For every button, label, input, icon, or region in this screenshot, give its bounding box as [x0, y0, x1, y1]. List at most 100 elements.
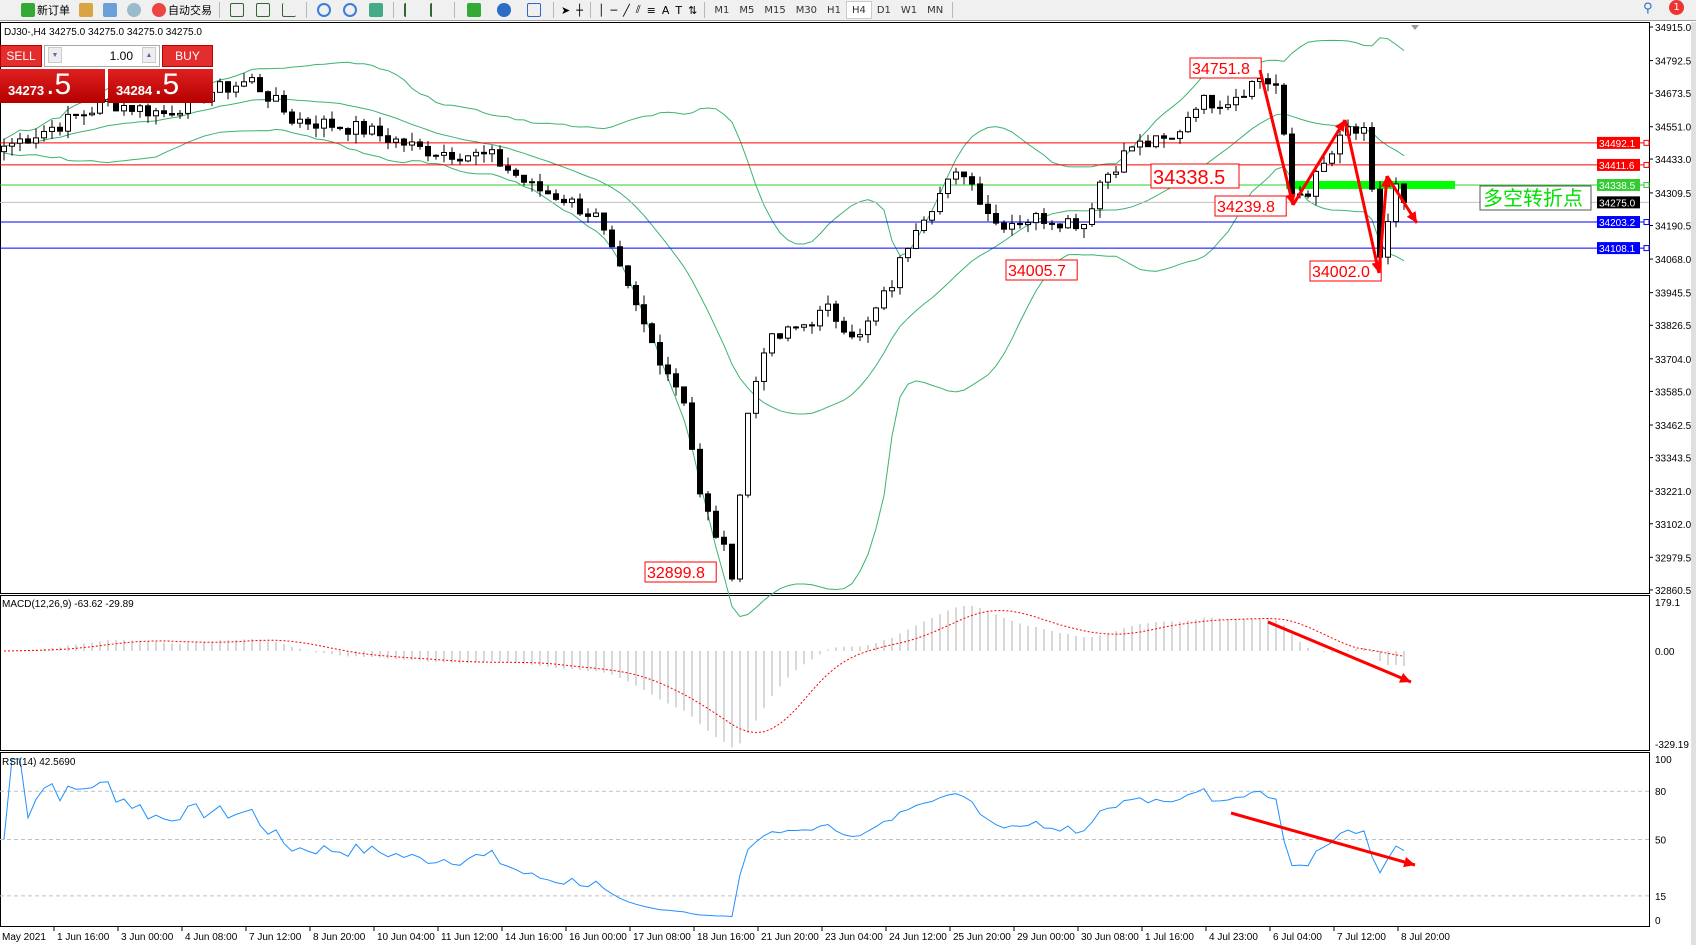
candle-body	[689, 402, 695, 450]
zoom-out-icon[interactable]	[343, 3, 357, 17]
timeframe-m5[interactable]: M5	[739, 4, 755, 16]
timeframe-w1[interactable]: W1	[900, 4, 918, 16]
rsi-tick-label: 15	[1655, 892, 1667, 903]
indicators-icon[interactable]	[467, 3, 481, 17]
rsi-tick-label: 80	[1655, 787, 1667, 798]
candle	[889, 280, 895, 298]
auto-scroll-icon[interactable]	[404, 3, 418, 17]
candle	[545, 185, 551, 195]
candle	[369, 123, 375, 136]
timeframe-d1[interactable]: D1	[876, 4, 891, 16]
candle	[553, 189, 559, 201]
candle-body	[41, 130, 47, 139]
crosshair-icon[interactable]: ┼	[576, 3, 583, 17]
buy-button[interactable]: BUY	[162, 45, 213, 67]
time-label: 10 Jun 04:00	[377, 932, 435, 943]
text-label-icon[interactable]: T	[675, 3, 683, 17]
time-label: 1 Jul 16:00	[1145, 932, 1194, 943]
vertical-line-icon[interactable]: │	[597, 3, 605, 17]
price-line-label-bg	[1597, 196, 1640, 209]
candle-body	[1201, 94, 1207, 110]
search-icon[interactable]: ⚲	[1643, 1, 1653, 16]
candle-body	[297, 118, 303, 124]
market-watch-icon[interactable]	[79, 3, 93, 17]
candle	[409, 132, 415, 151]
templates-icon[interactable]	[527, 3, 541, 17]
candle-body	[321, 118, 327, 129]
candle-body	[25, 138, 31, 144]
zoom-in-icon[interactable]	[317, 3, 331, 17]
candle-body	[137, 105, 143, 112]
price-label-box	[644, 561, 717, 583]
candle-body	[9, 142, 15, 147]
chart-shift-icon[interactable]	[430, 3, 444, 17]
candle-body	[1361, 127, 1367, 134]
candle	[561, 194, 567, 206]
timeframe-m1[interactable]: M1	[714, 4, 730, 16]
fibonacci-icon[interactable]: ≡	[646, 3, 656, 17]
candle-body	[1121, 150, 1127, 173]
time-label: 1 Jun 16:00	[57, 932, 110, 943]
candle	[1161, 133, 1167, 148]
periods-icon[interactable]	[497, 3, 511, 17]
candle	[153, 107, 159, 125]
candle	[601, 212, 607, 235]
bar-chart-icon[interactable]	[230, 3, 244, 17]
lot-size-input[interactable]: 1.00	[44, 45, 160, 67]
candle	[857, 328, 863, 341]
timeframe-h1[interactable]: H1	[827, 4, 841, 16]
cursor-icon[interactable]: ➤	[561, 3, 571, 17]
candle	[1081, 223, 1087, 238]
candle-body	[457, 158, 463, 162]
candle	[129, 105, 135, 116]
candle-body	[769, 333, 775, 354]
time-label: 4 Jun 08:00	[185, 932, 238, 943]
line-chart-icon[interactable]	[282, 3, 296, 17]
signals-icon[interactable]	[127, 3, 141, 17]
candle-body	[1249, 81, 1255, 97]
lot-decrease-icon[interactable]: ▼	[48, 47, 62, 63]
timeframe-h4[interactable]: H4	[845, 1, 872, 19]
red-arrow-icon	[1377, 175, 1389, 274]
price-tick-label: 33945.5	[1655, 289, 1692, 300]
text-icon[interactable]: A	[661, 3, 670, 17]
candle	[841, 316, 847, 335]
price-line-label-bg	[1597, 242, 1640, 255]
channel-icon[interactable]: ⫽	[635, 3, 641, 16]
candle-body	[17, 138, 23, 144]
buy-price-button[interactable]: 34284.5	[108, 69, 213, 103]
navigator-icon[interactable]	[103, 3, 117, 17]
candle	[1337, 127, 1343, 164]
arrows-icon[interactable]: ⇅	[688, 3, 698, 17]
candle-body	[937, 193, 943, 213]
auto-trading-button[interactable]: 自动交易	[149, 1, 215, 20]
candle	[577, 193, 583, 216]
candle-body	[1001, 222, 1007, 230]
sell-price-button[interactable]: 34273.5	[0, 69, 105, 103]
candle-body	[281, 94, 287, 113]
red-arrow-icon-head	[1334, 120, 1345, 132]
horizontal-line-icon[interactable]: ─	[610, 3, 618, 17]
notification-badge[interactable]: 1	[1669, 0, 1684, 15]
candle	[1313, 168, 1319, 206]
new-order-button[interactable]: 新订单	[18, 1, 73, 20]
candle-body	[153, 110, 159, 117]
candle	[881, 286, 887, 311]
candle-body	[817, 309, 823, 327]
trendline-icon[interactable]: ╱	[623, 3, 630, 17]
timeframe-m30[interactable]: M30	[795, 4, 818, 16]
sell-button[interactable]: SELL	[0, 45, 42, 67]
candle	[905, 247, 911, 263]
price-line-label-bg	[1597, 178, 1640, 191]
price-line-label: 34338.5	[1599, 181, 1636, 192]
lot-increase-icon[interactable]: ▲	[142, 47, 156, 63]
time-label: 30 Jun 08:00	[1081, 932, 1139, 943]
candlestick-icon[interactable]	[256, 3, 270, 17]
timeframe-m15[interactable]: M15	[764, 4, 786, 16]
timeframe-mn[interactable]: MN	[927, 4, 944, 16]
candle-body	[561, 198, 567, 204]
candle-body	[953, 171, 959, 180]
candle-body	[417, 141, 423, 147]
tile-windows-icon[interactable]	[369, 3, 383, 17]
